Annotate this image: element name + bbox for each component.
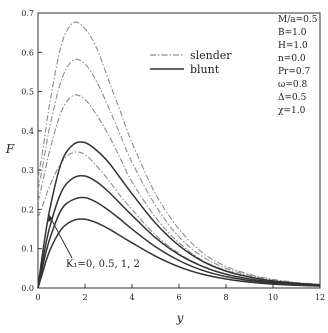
param-m: M/a=0.5 (278, 15, 318, 25)
param-b: B=1.0 (278, 28, 307, 38)
x-axis-label: y (176, 311, 184, 325)
y-tick-label: 0.7 (21, 9, 34, 18)
annotation-k1: K₁=0, 0.5, 1, 2 (66, 259, 140, 270)
y-tick-label: 0.0 (21, 284, 34, 293)
param-omega: ω=0.8 (278, 80, 307, 90)
annotation-arrow (48, 214, 73, 259)
y-tick-label: 0.4 (21, 127, 34, 136)
legend-slender-label: slender (190, 49, 232, 62)
series-slender-k1-0 (37, 21, 321, 285)
x-tick-label: 4 (129, 293, 134, 302)
series-layer (37, 21, 321, 289)
param-pr: Pr=0.7 (278, 67, 310, 77)
series-blunt-k1-0 (37, 141, 321, 289)
x-tick-label: 8 (223, 293, 228, 302)
param-delta: Δ=0.5 (278, 93, 307, 103)
y-axis-ticks: 0.0 0.1 0.2 0.3 0.4 0.5 0.6 0.7 (21, 9, 42, 293)
param-h: H=1.0 (278, 41, 308, 51)
x-tick-label: 10 (268, 293, 278, 302)
param-chi: χ=1.0 (278, 106, 306, 116)
y-tick-label: 0.1 (21, 245, 34, 254)
x-tick-label: 0 (35, 293, 40, 302)
parameter-list: M/a=0.5 B=1.0 H=1.0 n=0.0 Pr=0.7 ω=0.8 Δ… (278, 15, 318, 116)
param-n: n=0.0 (278, 54, 306, 64)
x-tick-label: 12 (315, 293, 325, 302)
x-tick-label: 6 (176, 293, 181, 302)
series-blunt-k1-1 (37, 196, 321, 289)
series-slender-k1-0_5 (37, 58, 321, 286)
x-axis-ticks: 0 2 4 6 8 10 12 (35, 284, 325, 302)
series-slender-k1-1 (37, 94, 321, 286)
y-axis-label: F (5, 142, 15, 156)
legend-blunt-label: blunt (190, 63, 220, 76)
y-tick-label: 0.5 (21, 88, 34, 97)
y-tick-label: 0.2 (21, 205, 34, 214)
annotation-arrowhead (48, 215, 53, 222)
x-tick-label: 2 (82, 293, 87, 302)
legend: slender blunt (150, 49, 232, 76)
y-tick-label: 0.3 (21, 166, 34, 175)
series-blunt-k1-2 (37, 218, 321, 289)
series-blunt-k1-0_5 (37, 174, 321, 289)
y-tick-label: 0.6 (21, 48, 34, 57)
